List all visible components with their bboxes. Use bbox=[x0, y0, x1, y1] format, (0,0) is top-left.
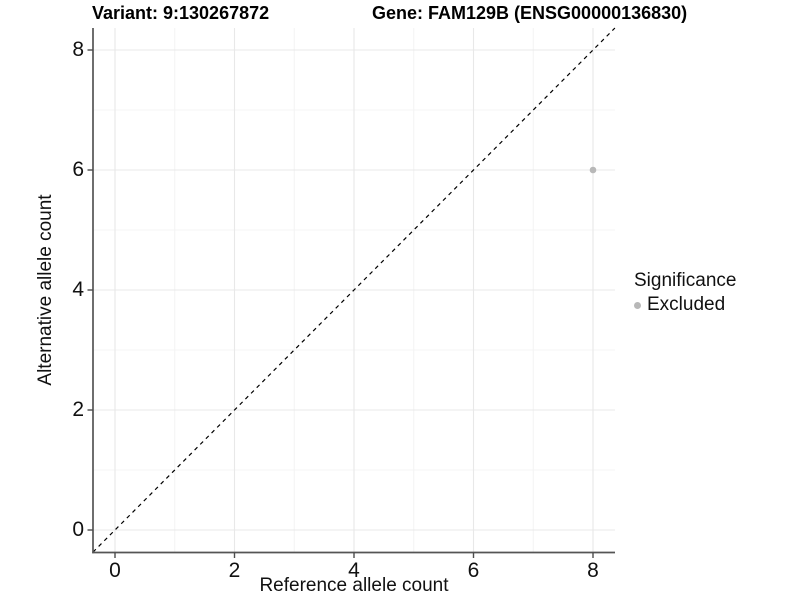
gene-title: Gene: FAM129B (ENSG00000136830) bbox=[372, 3, 688, 23]
y-axis-label: Alternative allele count bbox=[35, 194, 56, 386]
y-tick-label-2: 2 bbox=[72, 398, 84, 421]
legend-title: Significance bbox=[634, 270, 737, 291]
x-tick-label-6: 6 bbox=[467, 559, 480, 582]
data-point-excluded bbox=[589, 166, 597, 174]
y-tick-label-0: 0 bbox=[72, 518, 84, 541]
y-tick-label-8: 8 bbox=[72, 38, 84, 61]
identity-dashed-line bbox=[92, 27, 616, 553]
x-tick-label-4: 4 bbox=[348, 559, 360, 582]
y-tick-label-4: 4 bbox=[72, 278, 84, 301]
excluded-point-icon bbox=[634, 301, 641, 309]
x-tick-label-8: 8 bbox=[587, 559, 599, 582]
legend: Significance Excluded bbox=[634, 270, 736, 316]
legend-item-label: Excluded bbox=[647, 294, 726, 315]
variant-title: Variant: 9:130267872 bbox=[92, 3, 270, 23]
legend-item-excluded: Excluded bbox=[634, 294, 736, 316]
x-axis-label: Reference allele count bbox=[259, 575, 449, 596]
x-tick-label-2: 2 bbox=[228, 559, 241, 582]
x-tick-label-0: 0 bbox=[109, 559, 121, 582]
y-tick-label-6: 6 bbox=[72, 158, 84, 181]
